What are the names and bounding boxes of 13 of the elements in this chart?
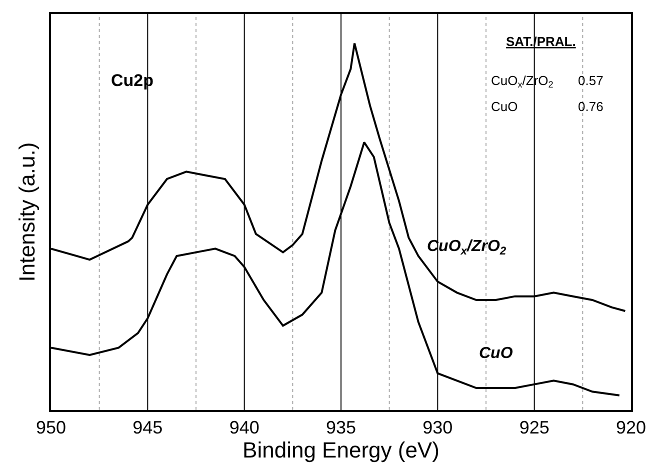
series-label: CuO (479, 345, 514, 362)
x-tick-label: 940 (229, 417, 260, 438)
annotation: CuO (491, 99, 518, 114)
x-tick-label: 935 (326, 417, 356, 438)
y-axis-title: Intensity (a.u.) (14, 142, 40, 282)
x-tick-label: 945 (132, 417, 163, 438)
x-axis-title: Binding Energy (eV) (242, 437, 440, 462)
x-tick-label: 925 (519, 417, 550, 438)
x-tick-label: 920 (616, 417, 646, 438)
annotation: 0.57 (578, 73, 604, 88)
x-tick-label: 950 (36, 417, 66, 438)
x-tick-label: 930 (422, 417, 453, 438)
annotation: 0.76 (578, 99, 604, 114)
